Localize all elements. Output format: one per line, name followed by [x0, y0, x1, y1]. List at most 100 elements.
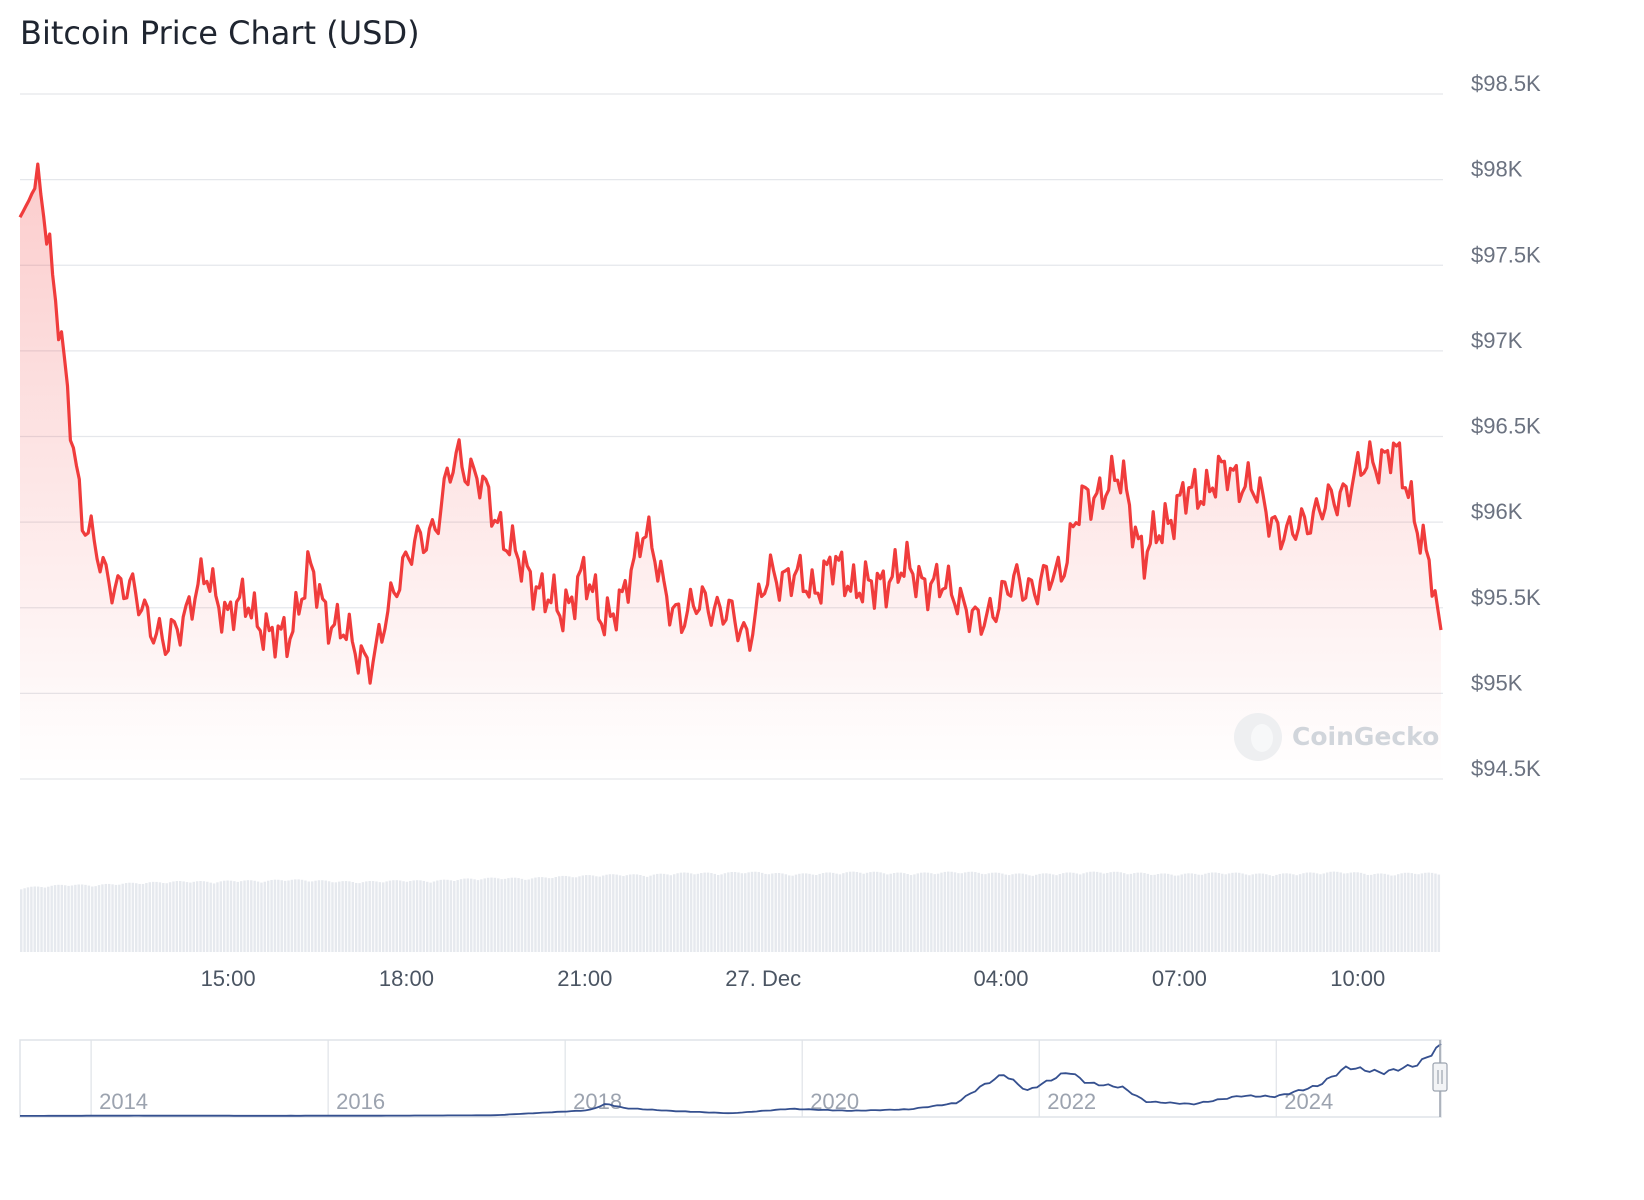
- y-tick-label: $95K: [1471, 670, 1523, 695]
- volume-bar: [422, 880, 426, 952]
- volume-bar: [398, 880, 402, 952]
- navigator[interactable]: 2014 2016 2018 2020 2022 2024: [19, 1039, 1448, 1118]
- watermark-text: CoinGecko: [1292, 722, 1439, 751]
- y-tick-label: $94.5K: [1471, 756, 1541, 781]
- volume-bar: [361, 882, 365, 952]
- volume-bar: [290, 879, 294, 952]
- volume-bar: [77, 884, 80, 952]
- volume-bar: [121, 883, 124, 952]
- volume-bar: [750, 871, 754, 952]
- volume-bar: [189, 882, 192, 952]
- volume-bar: [1133, 873, 1136, 952]
- volume-bar: [1241, 873, 1244, 952]
- volume-bar: [1011, 874, 1014, 952]
- navigator-grid: 2014 2016 2018 2020 2022 2024: [90, 1040, 1333, 1117]
- volume-bar: [47, 886, 50, 952]
- navigator-handle[interactable]: [1432, 1062, 1448, 1092]
- volume-bar: [1319, 874, 1322, 952]
- x-tick-label: 07:00: [1152, 966, 1207, 991]
- volume-bar: [1126, 874, 1129, 952]
- volume-bar: [974, 872, 977, 952]
- volume-bar: [1342, 873, 1346, 952]
- volume-bar: [175, 881, 179, 952]
- volume-bar: [649, 875, 652, 952]
- volume-bar: [1166, 873, 1170, 952]
- volume-bar: [463, 878, 466, 952]
- volume-bar: [1143, 873, 1146, 952]
- y-axis-ticks: $98.5K $98K $97.5K $97K $96.5K $96K $95.5K $95K…: [1471, 71, 1541, 781]
- volume-bar: [402, 881, 405, 952]
- volume-bar: [537, 877, 541, 952]
- volume-bar: [936, 873, 940, 952]
- volume-bar: [899, 872, 903, 952]
- volume-bar: [1197, 874, 1200, 952]
- volume-bar: [1065, 872, 1068, 952]
- volume-bar: [1129, 873, 1133, 952]
- volume-bar: [940, 872, 943, 952]
- volume-bar: [375, 881, 378, 952]
- volume-bar: [1437, 874, 1441, 952]
- volume-bar: [720, 874, 723, 952]
- volume-bar: [771, 873, 774, 952]
- x-tick-label: 27. Dec: [725, 966, 801, 991]
- volume-bar: [473, 879, 476, 952]
- volume-bar: [997, 872, 1001, 952]
- volume-bar: [192, 881, 195, 952]
- volume-bar: [124, 883, 128, 952]
- volume-bar: [926, 872, 930, 952]
- volume-bar: [581, 875, 585, 952]
- volume-bar: [466, 878, 470, 952]
- volume-bar: [371, 881, 375, 952]
- volume-bar: [148, 882, 152, 952]
- volume-bar: [344, 881, 348, 952]
- navigator-year-label: 2016: [336, 1089, 385, 1114]
- volume-bar: [1393, 875, 1397, 952]
- volume-bar: [689, 873, 693, 952]
- volume-bar: [1309, 872, 1312, 952]
- price-line[interactable]: [18, 162, 1443, 685]
- volume-bar: [950, 871, 953, 952]
- volume-bar: [1156, 874, 1160, 952]
- volume-bar: [595, 876, 598, 952]
- volume-bar: [94, 886, 97, 952]
- volume-bar: [642, 875, 645, 952]
- x-tick-label: 10:00: [1330, 966, 1385, 991]
- volume-bar: [696, 873, 700, 952]
- volume-bar: [1231, 872, 1234, 952]
- volume-bar: [500, 879, 503, 952]
- volume-bar: [1383, 873, 1386, 952]
- x-tick-label: 18:00: [379, 966, 434, 991]
- volume-bar: [40, 887, 43, 952]
- volume-bar: [219, 881, 223, 952]
- volume-bar: [1288, 873, 1292, 952]
- volume-bar: [33, 886, 36, 952]
- volume-bar: [510, 877, 514, 952]
- volume-bar: [517, 878, 520, 952]
- volume-bar: [1160, 873, 1163, 952]
- volume-bar: [277, 879, 280, 952]
- volume-bar: [23, 888, 26, 952]
- volume-bar: [182, 881, 185, 952]
- volume-bar: [791, 875, 794, 952]
- volume-bar: [886, 874, 889, 952]
- volume-bar: [216, 882, 219, 952]
- volume-bar: [933, 874, 936, 952]
- volume-bar: [1407, 872, 1410, 952]
- volume-bar: [574, 877, 578, 952]
- volume-bar: [1085, 872, 1089, 952]
- volume-bar: [889, 873, 892, 952]
- volume-bar: [943, 871, 947, 952]
- volume-bar: [1397, 874, 1400, 952]
- volume-bar: [713, 873, 717, 952]
- volume-bar: [304, 880, 307, 952]
- volume-bar: [588, 875, 591, 952]
- volume-bar: [1366, 874, 1370, 952]
- volume-bar: [1072, 872, 1075, 952]
- volume-bar: [842, 873, 845, 952]
- volume-bar: [804, 873, 808, 952]
- volume-bar: [1248, 875, 1251, 952]
- volume-bar: [185, 882, 189, 952]
- volume-bar: [608, 874, 612, 952]
- volume-bar: [111, 884, 114, 952]
